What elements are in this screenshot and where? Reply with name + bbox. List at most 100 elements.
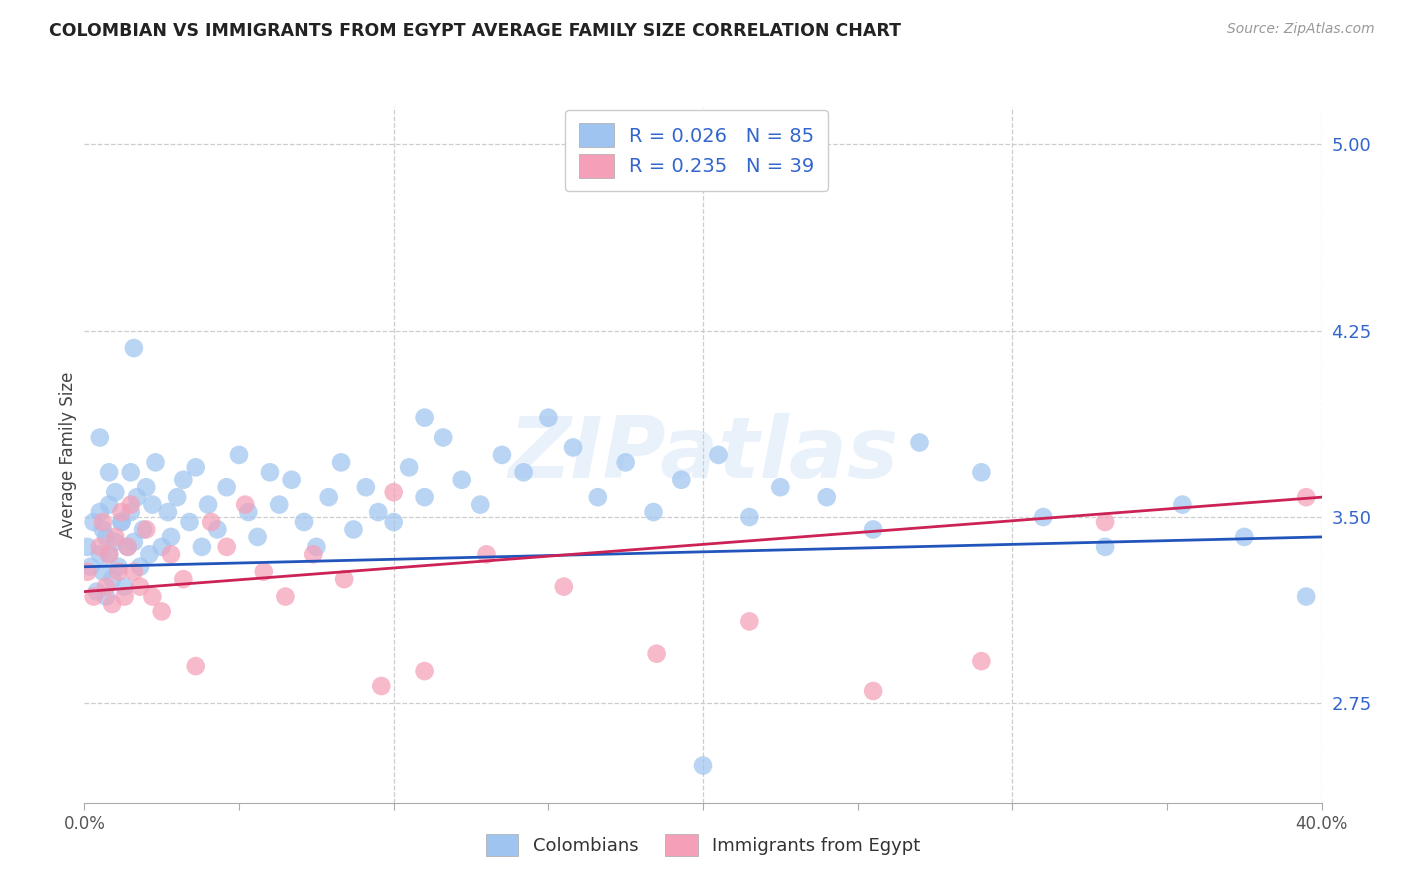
Point [562, 441, 585, 455]
Point [908, 435, 931, 450]
Point [110, 515, 132, 529]
Point [413, 410, 436, 425]
Point [191, 540, 214, 554]
Point [253, 565, 276, 579]
Point [172, 473, 194, 487]
Point [98, 498, 121, 512]
Point [91, 523, 114, 537]
Point [110, 515, 132, 529]
Point [432, 431, 454, 445]
Point [302, 547, 325, 561]
Point [1032, 510, 1054, 524]
Point [179, 515, 201, 529]
Point [122, 565, 145, 579]
Point [1295, 490, 1317, 504]
Point [233, 498, 256, 512]
Point [129, 559, 152, 574]
Point [150, 540, 173, 554]
Point [246, 530, 269, 544]
Point [94, 580, 117, 594]
Point [862, 684, 884, 698]
Point [305, 540, 328, 554]
Point [104, 535, 127, 549]
Point [238, 505, 260, 519]
Point [413, 490, 436, 504]
Point [228, 448, 250, 462]
Point [94, 530, 117, 544]
Point [89, 547, 111, 561]
Point [172, 572, 194, 586]
Point [117, 540, 139, 554]
Text: ZIPatlas: ZIPatlas [508, 413, 898, 497]
Point [160, 530, 183, 544]
Point [342, 523, 364, 537]
Point [120, 505, 142, 519]
Point [104, 530, 127, 544]
Point [156, 505, 179, 519]
Point [292, 515, 315, 529]
Point [318, 490, 340, 504]
Point [537, 410, 560, 425]
Point [330, 455, 353, 469]
Point [207, 523, 229, 537]
Point [125, 490, 148, 504]
Point [91, 565, 114, 579]
Point [160, 547, 183, 561]
Text: COLOMBIAN VS IMMIGRANTS FROM EGYPT AVERAGE FAMILY SIZE CORRELATION CHART: COLOMBIAN VS IMMIGRANTS FROM EGYPT AVERA… [49, 22, 901, 40]
Point [89, 431, 111, 445]
Y-axis label: Average Family Size: Average Family Size [59, 372, 77, 538]
Point [86, 584, 108, 599]
Point [122, 341, 145, 355]
Point [280, 473, 302, 487]
Point [91, 515, 114, 529]
Point [367, 505, 389, 519]
Point [89, 540, 111, 554]
Point [76, 565, 98, 579]
Point [145, 455, 167, 469]
Point [354, 480, 377, 494]
Point [200, 515, 222, 529]
Point [141, 498, 163, 512]
Point [166, 490, 188, 504]
Point [370, 679, 392, 693]
Point [643, 505, 665, 519]
Point [470, 498, 492, 512]
Legend: Colombians, Immigrants from Egypt: Colombians, Immigrants from Egypt [478, 827, 928, 863]
Point [98, 547, 121, 561]
Point [269, 498, 291, 512]
Point [150, 605, 173, 619]
Point [89, 505, 111, 519]
Point [970, 466, 993, 480]
Point [98, 547, 121, 561]
Point [117, 540, 139, 554]
Point [83, 515, 105, 529]
Point [101, 572, 124, 586]
Point [970, 654, 993, 668]
Point [120, 498, 142, 512]
Point [491, 448, 513, 462]
Point [110, 505, 132, 519]
Point [553, 580, 575, 594]
Point [132, 523, 155, 537]
Point [614, 455, 637, 469]
Point [1094, 515, 1116, 529]
Point [184, 659, 207, 673]
Point [645, 647, 668, 661]
Point [738, 510, 761, 524]
Point [1233, 530, 1256, 544]
Point [692, 758, 714, 772]
Point [738, 615, 761, 629]
Text: Source: ZipAtlas.com: Source: ZipAtlas.com [1227, 22, 1375, 37]
Point [122, 535, 145, 549]
Point [671, 473, 693, 487]
Point [135, 480, 157, 494]
Point [815, 490, 838, 504]
Point [769, 480, 792, 494]
Point [450, 473, 472, 487]
Point [197, 498, 219, 512]
Point [382, 515, 405, 529]
Point [114, 580, 136, 594]
Point [114, 590, 136, 604]
Point [274, 590, 297, 604]
Point [586, 490, 609, 504]
